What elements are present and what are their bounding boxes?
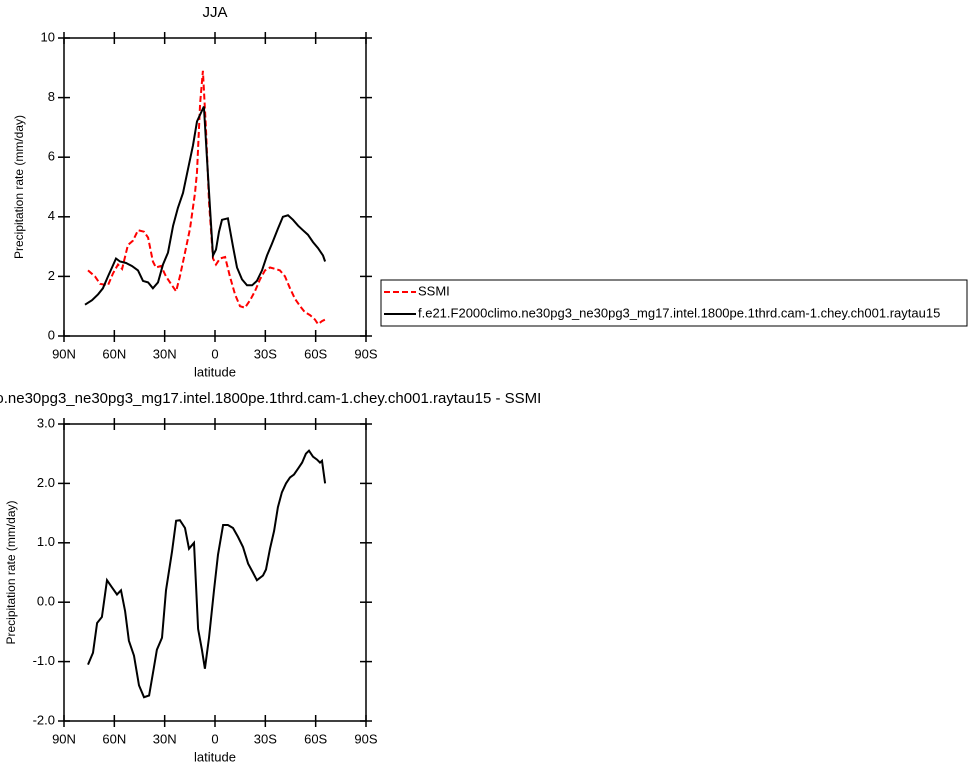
legend-box [380,279,968,327]
y-tick-label: 0.0 [37,594,55,609]
y-tick-label: -1.0 [33,653,55,668]
y-tick-label: 2 [48,268,55,283]
legend-label: SSMI [418,283,450,298]
x-axis-label: latitude [194,749,236,764]
x-tick-label: 30N [153,346,177,361]
x-axis-label: latitude [194,364,236,379]
y-tick-label: 3.0 [37,415,55,430]
x-tick-label: 30S [254,346,277,361]
x-tick-label: 60S [304,346,327,361]
data-line [87,70,326,326]
x-tick-label: 90N [52,731,76,746]
data-line [84,106,327,306]
x-tick-label: 90S [354,346,377,361]
y-tick-label: -2.0 [33,712,55,727]
chart-title: f.e21.F2000climo.ne30pg3_ne30pg3_mg17.in… [0,390,541,407]
x-tick-label: 60S [304,731,327,746]
x-tick-label: 30N [153,731,177,746]
chart-title: JJA [202,4,227,21]
x-tick-label: 30S [254,731,277,746]
y-axis-label: Precipitation rate (mm/day) [4,500,18,644]
y-axis-label: Precipitation rate (mm/day) [12,115,26,259]
x-tick-label: 0 [211,731,218,746]
data-line [87,449,327,699]
y-tick-label: 8 [48,89,55,104]
y-tick-label: 2.0 [37,475,55,490]
y-tick-label: 6 [48,149,55,164]
x-tick-label: 90S [354,731,377,746]
y-tick-label: 4 [48,208,55,223]
x-tick-label: 0 [211,346,218,361]
x-tick-label: 90N [52,346,76,361]
x-tick-label: 60N [102,731,126,746]
y-tick-label: 0 [48,327,55,342]
x-tick-label: 60N [102,346,126,361]
legend-label: f.e21.F2000climo.ne30pg3_ne30pg3_mg17.in… [418,305,940,320]
y-tick-label: 1.0 [37,534,55,549]
y-tick-label: 10 [41,29,55,44]
plot-frame [63,37,367,337]
